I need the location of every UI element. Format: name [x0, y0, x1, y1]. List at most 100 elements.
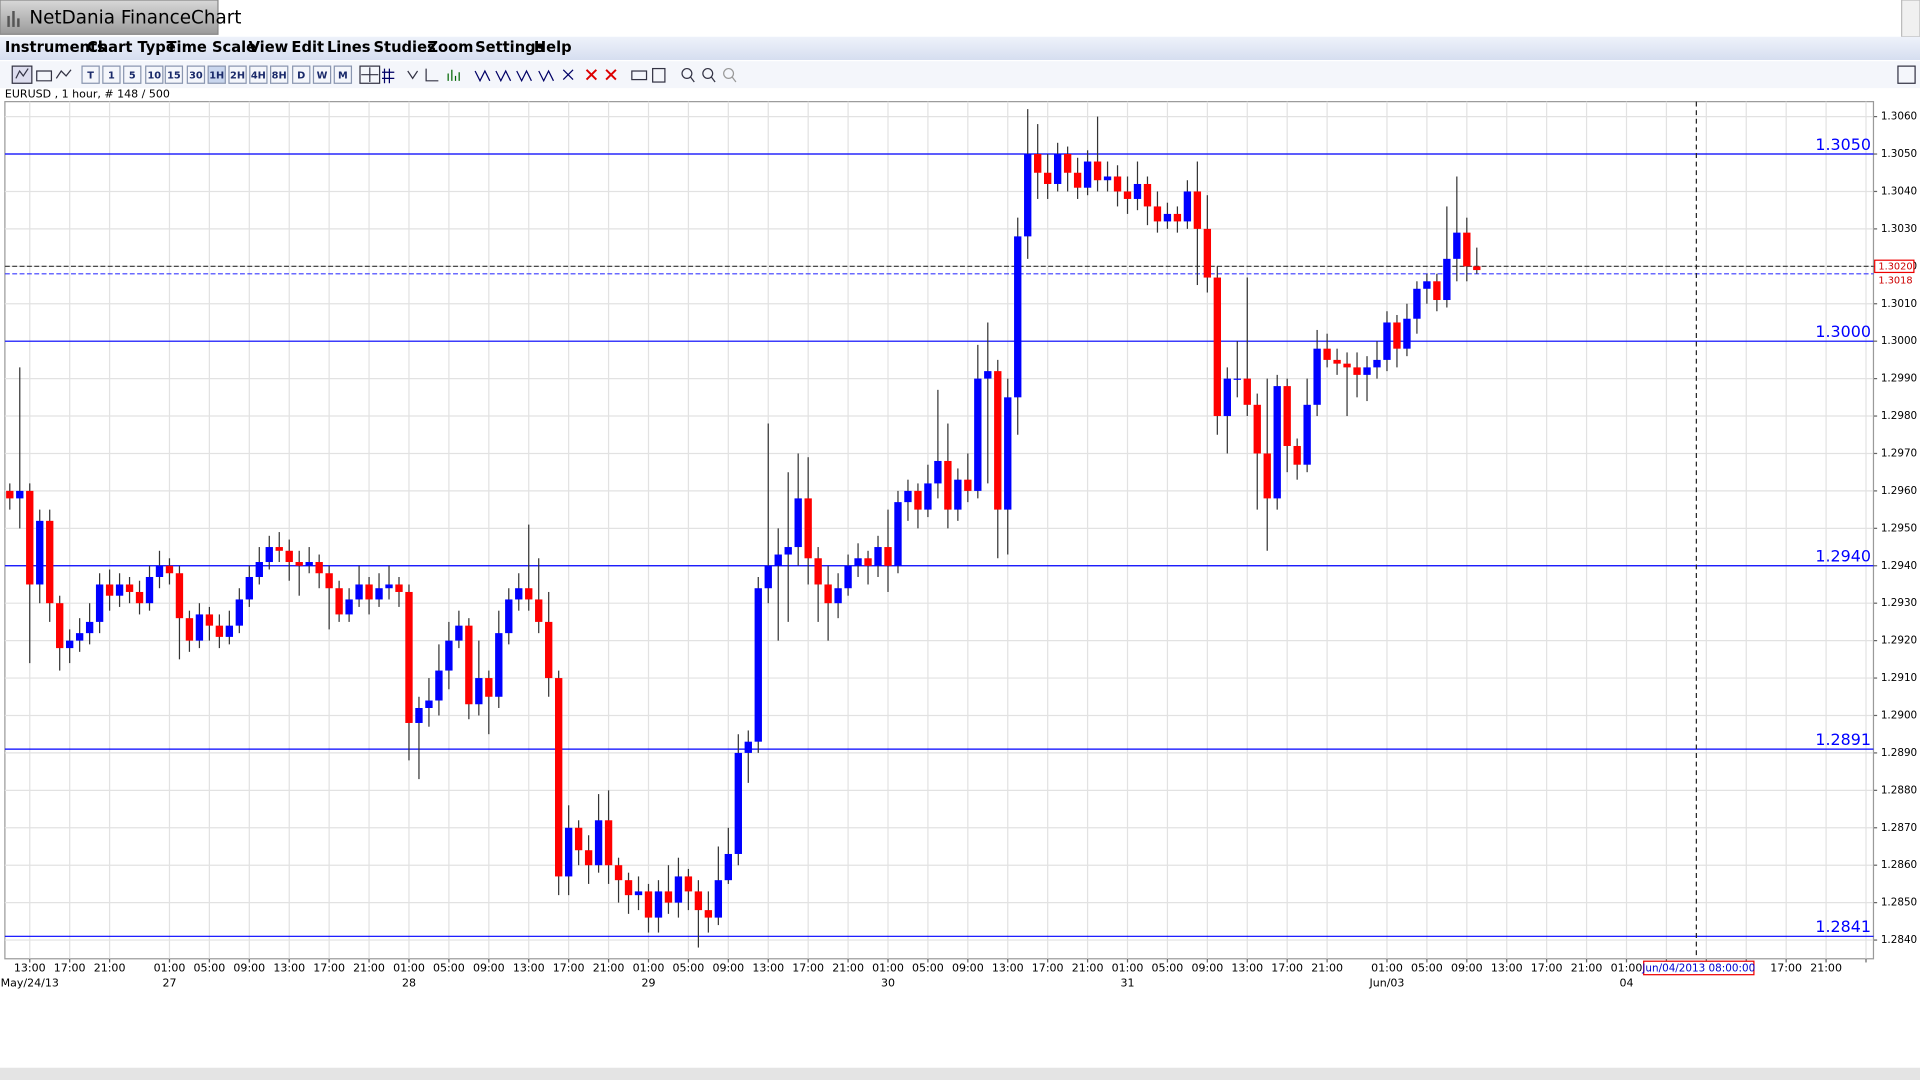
toolbar-button-label[interactable]: 8H [272, 70, 287, 81]
toolbar-button-label[interactable]: 5 [129, 70, 136, 81]
candle-body [804, 498, 812, 559]
instrument-label: EURUSD , 1 hour, # 148 / 500 [5, 87, 170, 100]
menu-item[interactable]: Chart Type [87, 39, 176, 56]
x-tick-label: 13:00 [273, 962, 305, 975]
candle-body [16, 490, 24, 499]
candle-body [1053, 154, 1062, 184]
toolbar-button-label[interactable]: 10 [147, 70, 161, 81]
toolbar-button[interactable] [292, 65, 311, 84]
toolbar-button-label[interactable]: D [297, 70, 305, 81]
menu-item[interactable]: Studies [373, 39, 436, 56]
menu-item[interactable]: Lines [327, 39, 371, 56]
candle-body [1173, 213, 1182, 222]
candle-body [1034, 154, 1042, 173]
menu-item[interactable]: Help [534, 39, 572, 56]
candle-body [555, 678, 563, 877]
x-tick-label: 21:00 [94, 962, 126, 975]
date-label: 30 [881, 976, 895, 989]
toolbar-button[interactable] [186, 65, 206, 84]
candle-body [535, 599, 543, 622]
candle-body [1113, 176, 1122, 192]
candle-body [275, 547, 283, 551]
candle-body [1273, 386, 1281, 499]
toolbar-button[interactable] [102, 65, 121, 84]
toolbar-button[interactable] [228, 65, 247, 84]
candle-body [694, 891, 703, 911]
candle-body [415, 707, 423, 723]
candle-body [994, 371, 1002, 510]
menu-bar [0, 36, 1920, 60]
toolbar-button[interactable] [164, 65, 184, 84]
candle-body [56, 603, 64, 649]
menu-item[interactable]: Time Scale [167, 39, 257, 56]
y-tick-label: 1.3050 [1881, 148, 1917, 160]
candle-body [295, 562, 303, 566]
x-tick-label: 21:00 [1311, 962, 1343, 975]
toolbar-button-label[interactable]: 4H [251, 70, 266, 81]
toolbar-button-label[interactable]: W [317, 70, 328, 81]
candle-body [714, 880, 723, 918]
menu-item[interactable]: Instruments [5, 39, 106, 56]
candle-body [145, 576, 154, 604]
y-tick-label: 1.2880 [1881, 784, 1917, 796]
menu-item[interactable]: View [249, 39, 289, 56]
y-tick-label: 1.2890 [1881, 747, 1917, 759]
toolbar-button-label[interactable]: T [87, 70, 94, 81]
toolbar-button-label[interactable]: M [338, 70, 348, 81]
y-tick-label: 1.3030 [1881, 223, 1917, 235]
candle-body [1163, 213, 1172, 222]
candle-body [1423, 281, 1431, 289]
candle-body [425, 700, 433, 708]
candle-body [684, 876, 693, 892]
y-tick-label: 1.3000 [1881, 335, 1917, 347]
menu-item[interactable]: Zoom [427, 39, 473, 56]
y-tick-label: 1.3040 [1881, 185, 1917, 197]
candle-body [215, 625, 224, 637]
candle-body [674, 876, 683, 903]
toolbar-button[interactable] [207, 65, 226, 84]
toolbar-button[interactable] [145, 65, 164, 84]
y-tick-label: 1.2960 [1881, 485, 1917, 497]
menu-item[interactable]: Settings [475, 39, 545, 56]
toolbar-button[interactable] [270, 65, 289, 84]
toolbar-button[interactable] [333, 65, 353, 84]
toolbar-button[interactable] [249, 65, 268, 84]
y-tick-label: 1.3010 [1881, 298, 1917, 310]
candle-body [455, 625, 463, 641]
toolbar-button-label[interactable]: 2H [230, 70, 245, 81]
candle-body [105, 584, 114, 596]
marks-layer [6, 109, 1481, 948]
candle-body [784, 547, 792, 555]
candle-body [734, 752, 742, 854]
x-tick-label: 17:00 [1770, 962, 1802, 975]
cursor-time-box [1643, 960, 1755, 976]
candle-body [405, 591, 413, 723]
candle-body [135, 591, 144, 604]
x-tick-label: 09:00 [712, 962, 744, 975]
candle-body [954, 479, 962, 510]
candle-body [594, 820, 603, 866]
x-tick-label: 09:00 [473, 962, 505, 975]
x-tick-label: 17:00 [54, 962, 86, 975]
toolbar-button-label[interactable]: 1 [108, 70, 115, 81]
toolbar-button-label[interactable]: 30 [189, 70, 203, 81]
menu-item[interactable]: Edit [291, 39, 324, 56]
toolbar-button[interactable] [312, 65, 332, 84]
level-label: 1.2940 [1815, 547, 1871, 566]
x-tick-label: 09:00 [1451, 962, 1483, 975]
candle-body [475, 678, 483, 705]
candle-body [974, 378, 982, 491]
candle-body [465, 625, 473, 705]
toolbar-button[interactable] [81, 65, 100, 84]
x-tick-label: 09:00 [1191, 962, 1223, 975]
toolbar-button-label[interactable]: 1H [209, 70, 224, 81]
toolbar-button[interactable] [123, 65, 142, 84]
x-tick-label: 01:00 [393, 962, 425, 975]
candle-body [934, 460, 942, 484]
candle-body [355, 584, 363, 600]
candle-body [95, 584, 104, 622]
x-tick-label: 21:00 [832, 962, 864, 975]
candle-body [495, 633, 503, 697]
toolbar-button-label[interactable]: 15 [167, 70, 181, 81]
